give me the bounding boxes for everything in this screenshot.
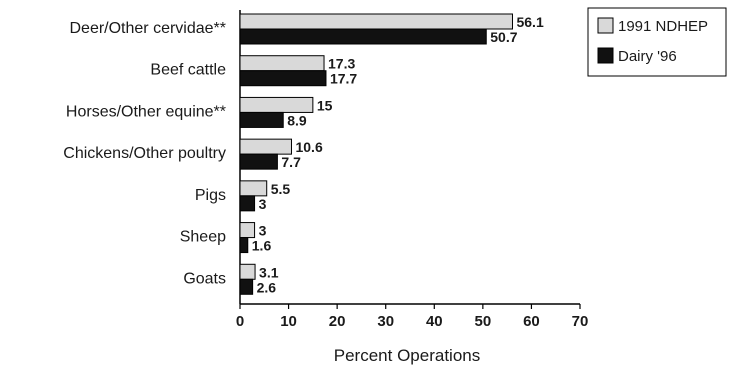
legend: 1991 NDHEP Dairy '96 (587, 7, 727, 77)
bar-dairy-96-deer-other-cervidae (239, 28, 487, 45)
value-label-dairy-96-deer-other-cervidae: 50.7 (490, 29, 517, 45)
value-label-dairy-96-pigs: 3 (259, 196, 267, 212)
legend-label-1991-ndhep: 1991 NDHEP (618, 18, 708, 35)
legend-label-dairy-96: Dairy '96 (618, 48, 677, 65)
x-tick-label-20: 20 (329, 313, 346, 330)
x-tick-label-60: 60 (523, 313, 540, 330)
category-label-deer-other-cervidae: Deer/Other cervidae** (69, 20, 226, 37)
bar-1991-ndhep-horses-other-equine (239, 96, 314, 113)
bar-dairy-96-goats (239, 278, 254, 295)
x-tick-label-50: 50 (475, 313, 492, 330)
value-label-dairy-96-goats: 2.6 (257, 279, 277, 295)
x-axis-ticks: 0 10 20 30 40 50 60 70 (236, 304, 589, 330)
x-tick-label-10: 10 (280, 313, 297, 330)
value-label-dairy-96-sheep: 1.6 (252, 238, 272, 254)
x-tick-label-70: 70 (572, 313, 589, 330)
value-label-dairy-96-horses-other-equine: 8.9 (287, 112, 307, 128)
bar-1991-ndhep-chickens-other-poultry (239, 138, 292, 155)
value-label-1991-ndhep-sheep: 3 (259, 223, 267, 239)
value-label-1991-ndhep-horses-other-equine: 15 (317, 97, 333, 113)
bar-1991-ndhep-deer-other-cervidae (239, 13, 513, 30)
legend-swatch-dairy-96 (597, 47, 614, 64)
x-tick-label-0: 0 (236, 313, 244, 330)
value-label-1991-ndhep-beef-cattle: 17.3 (328, 56, 355, 72)
category-label-beef-cattle: Beef cattle (150, 62, 226, 79)
category-label-sheep: Sheep (180, 229, 226, 246)
value-label-1991-ndhep-chickens-other-poultry: 10.6 (295, 139, 322, 155)
bar-1991-ndhep-sheep (239, 222, 256, 239)
category-labels: Deer/Other cervidae** Beef cattle Horses/O… (63, 20, 226, 287)
value-label-1991-ndhep-goats: 3.1 (259, 264, 279, 280)
value-label-1991-ndhep-pigs: 5.5 (271, 181, 291, 197)
x-axis-title: Percent Operations (334, 346, 480, 365)
category-label-chickens-other-poultry: Chickens/Other poultry (63, 145, 226, 162)
bar-1991-ndhep-beef-cattle (239, 55, 325, 72)
value-label-dairy-96-beef-cattle: 17.7 (330, 71, 357, 87)
category-label-goats: Goats (183, 270, 226, 287)
value-label-1991-ndhep-deer-other-cervidae: 56.1 (516, 14, 543, 30)
bar-dairy-96-horses-other-equine (239, 111, 284, 128)
bars (239, 13, 513, 295)
bar-1991-ndhep-goats (239, 263, 256, 280)
bar-dairy-96-chickens-other-poultry (239, 153, 278, 170)
bar-dairy-96-beef-cattle (239, 70, 327, 87)
legend-swatch-1991-ndhep (597, 17, 614, 34)
x-tick-label-30: 30 (377, 313, 394, 330)
bar-dairy-96-sheep (239, 237, 249, 254)
value-label-dairy-96-chickens-other-poultry: 7.7 (281, 154, 301, 170)
category-label-horses-other-equine: Horses/Other equine** (66, 103, 226, 120)
value-labels: 56.150.717.317.7158.910.67.75.5331.63.12… (252, 14, 544, 295)
bar-dairy-96-pigs (239, 195, 256, 212)
bar-1991-ndhep-pigs (239, 180, 268, 197)
category-label-pigs: Pigs (195, 187, 226, 204)
x-tick-label-40: 40 (426, 313, 443, 330)
